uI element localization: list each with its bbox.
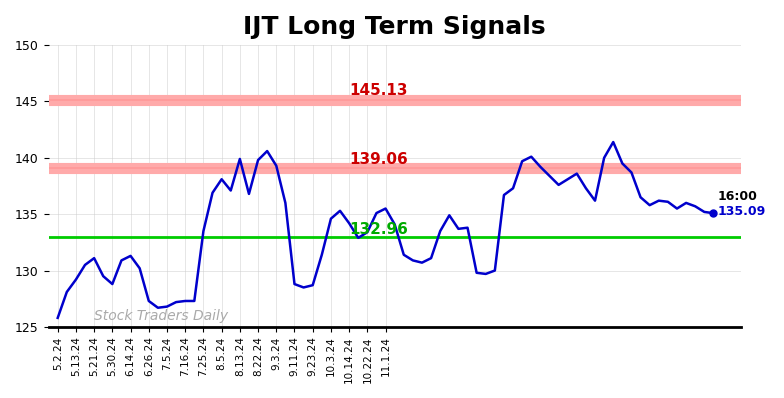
- Text: 16:00: 16:00: [718, 189, 758, 203]
- Text: 135.09: 135.09: [718, 205, 766, 219]
- Title: IJT Long Term Signals: IJT Long Term Signals: [243, 15, 546, 39]
- Text: 145.13: 145.13: [349, 84, 408, 98]
- Text: 139.06: 139.06: [349, 152, 408, 167]
- Text: Stock Traders Daily: Stock Traders Daily: [94, 309, 228, 323]
- Text: 132.96: 132.96: [349, 222, 408, 237]
